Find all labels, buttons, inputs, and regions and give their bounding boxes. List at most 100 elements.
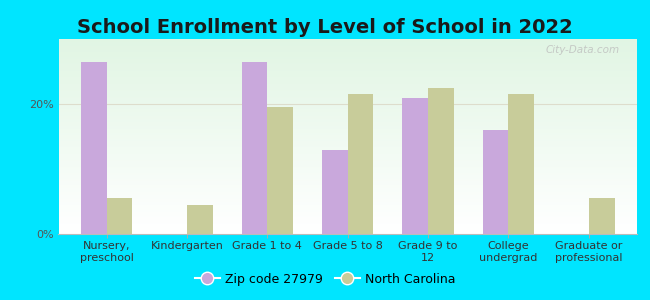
Bar — [58, 154, 637, 155]
Bar — [58, 67, 637, 68]
Bar — [58, 195, 637, 196]
Bar — [348, 94, 374, 234]
Bar — [58, 221, 637, 222]
Bar — [58, 40, 637, 41]
Bar — [58, 220, 637, 221]
Bar — [58, 94, 637, 95]
Bar — [58, 204, 637, 205]
Bar — [58, 92, 637, 93]
Bar — [58, 165, 637, 166]
Bar — [58, 173, 637, 175]
Bar — [58, 219, 637, 220]
Bar — [58, 111, 637, 112]
Bar — [58, 209, 637, 210]
Bar — [58, 49, 637, 50]
Bar — [58, 215, 637, 217]
Bar — [58, 182, 637, 183]
Bar — [58, 115, 637, 116]
Bar — [58, 77, 637, 78]
Bar — [58, 176, 637, 177]
Bar — [58, 107, 637, 108]
Bar — [58, 102, 637, 103]
Bar — [58, 103, 637, 104]
Bar — [483, 130, 508, 234]
Bar — [58, 161, 637, 162]
Bar — [58, 127, 637, 128]
Bar — [58, 71, 637, 72]
Bar — [58, 136, 637, 137]
Bar — [58, 113, 637, 114]
Bar — [58, 50, 637, 51]
Bar — [58, 112, 637, 113]
Bar — [267, 107, 293, 234]
Bar — [58, 196, 637, 197]
Bar — [322, 149, 348, 234]
Bar — [58, 172, 637, 173]
Bar — [58, 39, 637, 40]
Bar — [58, 117, 637, 118]
Bar — [58, 87, 637, 88]
Bar — [58, 100, 637, 101]
Bar — [58, 85, 637, 86]
Bar — [58, 123, 637, 124]
Bar — [58, 205, 637, 206]
Bar — [58, 187, 637, 188]
Bar — [58, 222, 637, 223]
Bar — [58, 121, 637, 122]
Bar — [58, 191, 637, 192]
Bar — [58, 225, 637, 226]
Bar — [58, 83, 637, 84]
Bar — [58, 55, 637, 56]
Bar — [58, 152, 637, 153]
Bar — [58, 228, 637, 229]
Bar — [58, 200, 637, 201]
Bar — [58, 231, 637, 232]
Bar — [58, 218, 637, 219]
Bar — [58, 202, 637, 203]
Bar — [58, 114, 637, 115]
Bar — [187, 205, 213, 234]
Bar — [58, 128, 637, 129]
Bar — [58, 60, 637, 62]
Bar — [58, 99, 637, 101]
Bar — [58, 229, 637, 230]
Bar — [58, 68, 637, 69]
Bar — [58, 89, 637, 90]
Text: City-Data.com: City-Data.com — [545, 45, 619, 55]
Bar — [58, 149, 637, 150]
Bar — [58, 207, 637, 208]
Bar — [58, 142, 637, 143]
Bar — [58, 101, 637, 102]
Bar — [58, 116, 637, 117]
Bar — [58, 208, 637, 209]
Bar — [58, 132, 637, 133]
Bar — [58, 203, 637, 204]
Bar — [58, 230, 637, 231]
Bar — [58, 197, 637, 198]
Bar — [58, 148, 637, 149]
Bar — [58, 194, 637, 195]
Bar — [58, 214, 637, 215]
Bar — [58, 140, 637, 141]
Bar — [58, 206, 637, 207]
Bar — [58, 177, 637, 178]
Bar — [58, 168, 637, 169]
Bar — [58, 185, 637, 186]
Bar — [58, 180, 637, 181]
Bar — [58, 86, 637, 87]
Bar — [58, 224, 637, 225]
Bar — [58, 84, 637, 85]
Bar — [58, 78, 637, 79]
Bar — [58, 90, 637, 91]
Bar — [58, 134, 637, 136]
Bar — [58, 160, 637, 161]
Bar — [58, 158, 637, 159]
Bar — [58, 105, 637, 106]
Bar — [58, 79, 637, 80]
Bar — [58, 183, 637, 184]
Bar — [58, 104, 637, 105]
Bar — [58, 48, 637, 49]
Bar — [58, 69, 637, 70]
Bar — [58, 66, 637, 67]
Bar — [58, 164, 637, 165]
